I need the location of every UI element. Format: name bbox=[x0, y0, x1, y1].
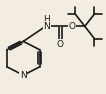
Text: N: N bbox=[20, 71, 27, 80]
Text: N: N bbox=[43, 22, 50, 31]
Text: O: O bbox=[69, 22, 76, 31]
Text: O: O bbox=[57, 40, 64, 49]
Text: H: H bbox=[43, 15, 50, 24]
